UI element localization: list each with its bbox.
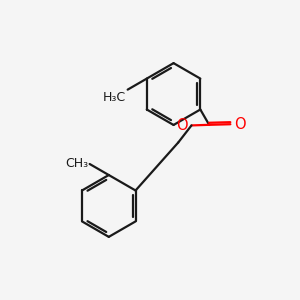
Text: CH₃: CH₃: [65, 158, 88, 170]
Text: O: O: [234, 117, 245, 132]
Text: H₃C: H₃C: [103, 91, 126, 104]
Text: O: O: [176, 118, 188, 133]
